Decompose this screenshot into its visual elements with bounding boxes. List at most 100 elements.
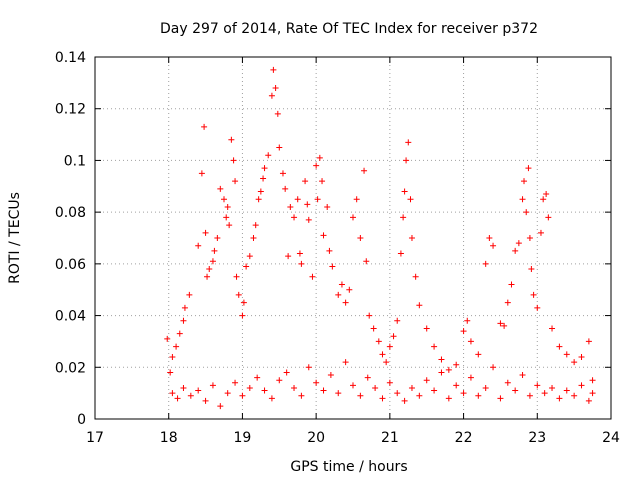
data-point (195, 387, 202, 394)
data-point (571, 359, 578, 366)
data-point (540, 196, 547, 203)
data-point (209, 258, 216, 265)
data-point (287, 203, 294, 210)
data-point (534, 304, 541, 311)
data-point (224, 203, 231, 210)
data-point (490, 242, 497, 249)
data-point (585, 397, 592, 404)
data-point (350, 382, 356, 389)
axis-ticks (94, 56, 612, 420)
data-point (431, 343, 438, 350)
data-point (246, 384, 253, 391)
data-point (316, 154, 323, 161)
x-tick-label: 24 (602, 430, 620, 446)
data-point (512, 247, 519, 254)
x-tick-label: 19 (234, 430, 252, 446)
data-point (486, 235, 493, 241)
x-tick-label: 18 (160, 430, 178, 446)
data-point (519, 372, 526, 379)
data-point (230, 157, 237, 164)
data-point (232, 379, 239, 386)
data-point (272, 85, 279, 92)
data-point (357, 235, 364, 241)
data-point (407, 196, 414, 203)
data-point (497, 395, 504, 402)
data-point (243, 263, 250, 270)
data-point (512, 387, 519, 394)
data-point (202, 397, 209, 404)
data-point (217, 185, 224, 192)
data-point (285, 253, 292, 260)
x-tick-label: 22 (455, 430, 473, 446)
data-point (335, 390, 342, 397)
data-point (379, 351, 386, 358)
data-point (320, 387, 327, 394)
data-point (326, 247, 333, 254)
x-axis-label: GPS time / hours (290, 459, 407, 475)
data-point (523, 209, 530, 216)
data-point (467, 374, 474, 381)
data-point (405, 139, 412, 146)
data-point (174, 395, 181, 402)
data-point (260, 175, 267, 182)
data-point (324, 203, 331, 210)
data-point (541, 390, 548, 397)
data-point (401, 188, 408, 195)
data-point (304, 201, 311, 208)
data-point (508, 281, 515, 288)
data-point (585, 338, 592, 345)
data-point (394, 317, 401, 324)
data-point (416, 302, 423, 309)
data-point (525, 165, 532, 172)
data-point (274, 110, 281, 117)
data-point (204, 273, 211, 280)
data-point (226, 222, 233, 229)
data-point (504, 379, 511, 386)
data-point (283, 369, 290, 376)
data-point (375, 338, 382, 345)
data-point (475, 351, 482, 358)
data-point (221, 196, 227, 203)
data-point (556, 343, 563, 350)
data-point (338, 281, 345, 288)
data-point (400, 214, 407, 221)
data-point (257, 188, 264, 195)
x-tick-label: 17 (86, 430, 104, 446)
data-point (296, 250, 303, 257)
data-point (169, 390, 176, 397)
data-point (556, 395, 563, 402)
data-point (490, 364, 497, 371)
data-point (181, 304, 188, 311)
data-point (187, 392, 194, 399)
data-point (167, 369, 174, 376)
data-point (386, 379, 393, 386)
data-point (198, 170, 205, 177)
data-point (254, 374, 261, 381)
data-point (521, 178, 528, 185)
data-point (282, 185, 289, 192)
data-point (545, 214, 552, 221)
data-point (549, 325, 556, 332)
data-point (217, 403, 224, 410)
data-point (386, 343, 393, 350)
data-point (537, 229, 544, 236)
data-point (209, 382, 216, 389)
data-point (268, 395, 275, 402)
y-tick-label: 0.02 (55, 360, 86, 376)
data-point (408, 384, 415, 391)
data-point (394, 390, 401, 397)
y-axis-label: ROTI / TECUs (7, 192, 23, 284)
data-point (298, 392, 305, 399)
data-point (423, 325, 430, 332)
plot-frame (94, 56, 612, 420)
data-point (279, 170, 286, 177)
data-point (390, 333, 397, 340)
y-tick-label: 0.12 (55, 102, 86, 118)
data-point (261, 165, 268, 172)
data-point (497, 320, 504, 327)
data-point (366, 312, 373, 319)
data-point (309, 273, 316, 280)
data-point (246, 253, 253, 260)
data-point (363, 258, 370, 265)
data-point (214, 235, 221, 241)
